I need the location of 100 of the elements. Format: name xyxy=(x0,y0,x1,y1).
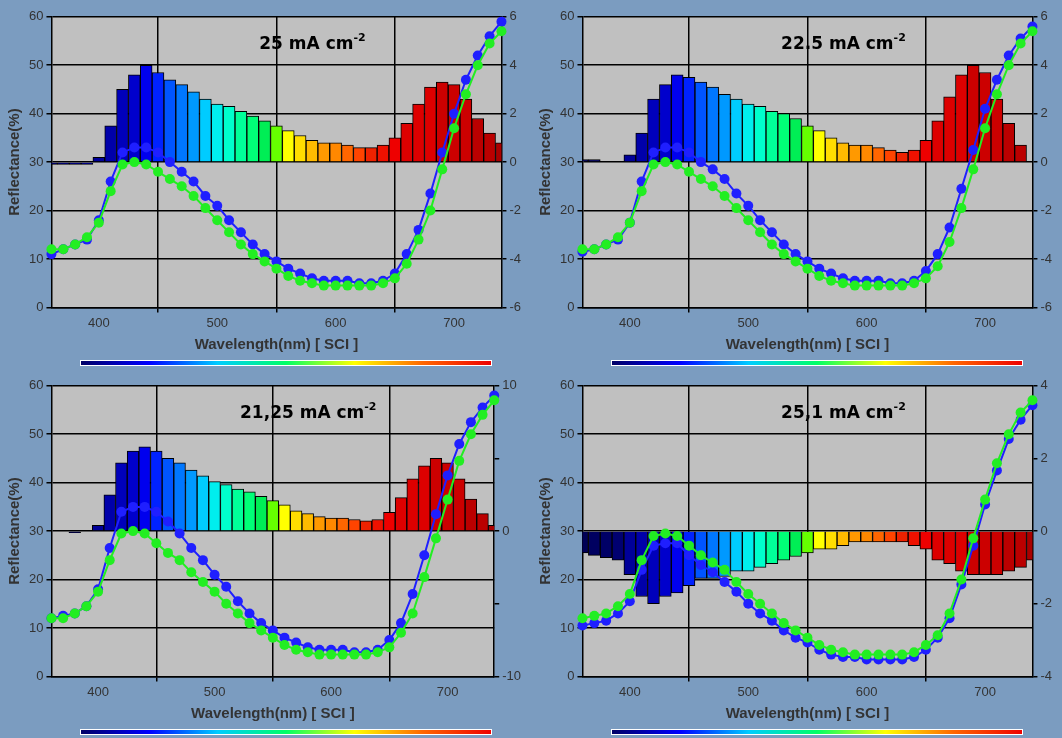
y2-tick-label: 4 xyxy=(1040,56,1048,72)
point xyxy=(256,625,267,636)
y-tick-label: 40 xyxy=(559,474,575,490)
point xyxy=(291,644,302,655)
y-axis-title: Reflectance(%) xyxy=(536,108,554,216)
point xyxy=(430,509,441,520)
point xyxy=(224,215,235,226)
point xyxy=(612,601,623,612)
y2-tick-label: 2 xyxy=(1040,105,1048,121)
y-tick-label: 20 xyxy=(28,571,44,587)
point xyxy=(707,164,718,175)
point xyxy=(419,550,430,561)
point xyxy=(117,159,128,170)
point xyxy=(920,639,931,650)
point xyxy=(221,581,232,592)
point xyxy=(162,547,173,558)
point xyxy=(719,191,730,201)
point xyxy=(46,244,57,255)
point xyxy=(437,147,448,158)
point xyxy=(496,26,507,37)
point xyxy=(141,142,152,153)
point xyxy=(209,586,220,597)
point xyxy=(197,555,208,566)
point xyxy=(719,174,730,185)
point xyxy=(1015,38,1026,49)
x-tick-label: 500 xyxy=(737,314,760,330)
point xyxy=(244,608,255,619)
point xyxy=(968,144,979,155)
point xyxy=(396,618,406,629)
point xyxy=(790,625,801,636)
point xyxy=(802,632,813,643)
x-tick-label: 600 xyxy=(855,314,878,330)
y2-tick-label: -4 xyxy=(1040,667,1052,683)
y2-tick-label: 0 xyxy=(1040,522,1048,538)
point xyxy=(814,639,825,650)
point xyxy=(117,147,128,158)
x-tick-label: 400 xyxy=(618,683,641,699)
point xyxy=(837,278,848,289)
y-tick-label: 20 xyxy=(559,202,575,218)
y2-tick-label: 6 xyxy=(1040,8,1048,24)
point xyxy=(672,530,683,541)
point xyxy=(465,429,476,440)
point xyxy=(885,649,896,660)
point xyxy=(396,627,406,638)
point xyxy=(454,455,465,466)
y-tick-label: 10 xyxy=(559,250,575,266)
y-axis-title: Reflectance(%) xyxy=(5,477,23,585)
point xyxy=(116,528,127,539)
point xyxy=(956,574,967,585)
point xyxy=(778,618,789,629)
point xyxy=(660,142,671,153)
y2-tick-label: -6 xyxy=(509,298,521,314)
point xyxy=(174,555,185,566)
y2-tick-label: -6 xyxy=(1040,298,1052,314)
point xyxy=(684,147,695,158)
point xyxy=(232,596,243,607)
point xyxy=(802,263,813,274)
point xyxy=(314,649,325,660)
y-tick-label: 30 xyxy=(559,522,575,538)
point xyxy=(778,239,789,250)
point xyxy=(991,458,1002,469)
y-tick-label: 0 xyxy=(36,298,44,314)
point xyxy=(197,576,208,587)
point xyxy=(755,227,766,238)
x-tick-label: 400 xyxy=(87,314,110,330)
point xyxy=(837,647,848,658)
point xyxy=(660,157,671,168)
point xyxy=(162,516,173,527)
y-tick-label: 60 xyxy=(559,8,575,24)
point xyxy=(743,215,754,226)
point xyxy=(283,270,294,281)
point xyxy=(731,203,742,214)
y2-tick-label: -10 xyxy=(502,667,522,683)
point xyxy=(755,215,766,226)
point xyxy=(873,280,884,291)
point xyxy=(186,543,197,554)
point xyxy=(116,506,127,517)
point xyxy=(968,164,979,175)
point xyxy=(672,159,683,170)
point xyxy=(267,632,278,643)
point xyxy=(153,166,164,177)
point xyxy=(731,586,742,597)
point xyxy=(684,550,695,561)
point xyxy=(151,506,162,517)
y2-tick-label: 10 xyxy=(502,377,517,393)
point xyxy=(104,555,115,566)
y-tick-label: 10 xyxy=(559,619,575,635)
point xyxy=(465,417,476,428)
point xyxy=(766,239,777,250)
point xyxy=(980,123,991,134)
point xyxy=(437,164,448,175)
y-tick-label: 60 xyxy=(559,377,575,393)
y-tick-label: 50 xyxy=(28,425,44,441)
point xyxy=(302,647,313,658)
y-tick-label: 40 xyxy=(559,105,575,121)
point xyxy=(766,608,777,619)
point xyxy=(636,555,647,566)
point xyxy=(861,280,872,291)
point xyxy=(105,186,116,197)
y-tick-label: 40 xyxy=(28,474,44,490)
